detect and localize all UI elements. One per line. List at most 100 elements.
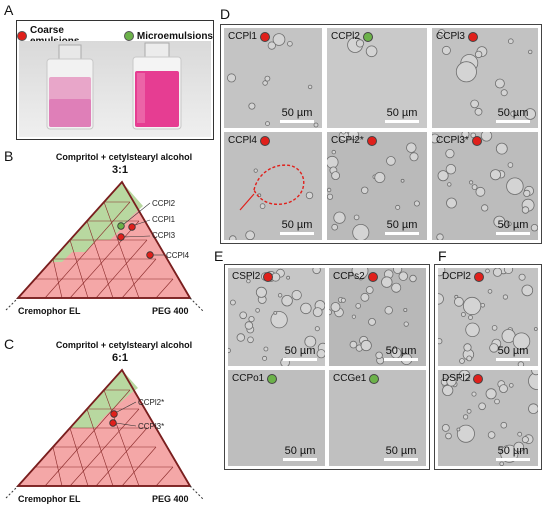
ternary-b: CCPl2 CCPl1 CCPl3 CCPl4 <box>5 180 205 313</box>
micrograph-label: DCPl2 <box>442 271 484 282</box>
sample-name: DCPl2 <box>442 271 471 282</box>
scale-bar-line <box>280 232 314 235</box>
scale-bar-line <box>283 358 317 361</box>
sample-name: CCPl4 <box>228 135 257 146</box>
micrograph-label: CCPl4 <box>228 135 270 146</box>
highlight-outline <box>253 164 305 206</box>
sample-name: CCPl2 <box>331 31 360 42</box>
ternary-b-left-corner: Cremophor EL <box>18 306 81 316</box>
micrograph-ccpl1: CCPl1 50 µm <box>224 28 322 128</box>
scale-bar-label: 50 µm <box>497 219 529 231</box>
sample-name: CCPl3* <box>436 135 469 146</box>
micrograph-ccpl3-star: CCPl3* 50 µm <box>432 132 538 240</box>
droplets <box>437 29 536 120</box>
scale-bar: 50 µm <box>384 445 418 461</box>
panel-label-d: D <box>220 6 231 22</box>
point-label-ccpl3: CCPl3 <box>152 231 176 240</box>
point-label-ccpl1: CCPl1 <box>152 215 176 224</box>
ternary-b-right-corner: PEG 400 <box>152 306 189 316</box>
scale-bar-label: 50 µm <box>385 445 417 457</box>
scale-bar-label: 50 µm <box>497 107 529 119</box>
sample-name: CCGe1 <box>333 373 367 384</box>
scale-bar-label: 50 µm <box>385 345 417 357</box>
ternary-c-ratio: 6:1 <box>112 352 128 364</box>
scale-bar-line <box>496 458 530 461</box>
status-dot-icon <box>473 373 484 384</box>
micrograph-ccpo1: CCPo1 50 µm <box>228 370 325 466</box>
scale-bar-line <box>280 120 314 123</box>
micrograph-ccge1: CCGe1 50 µm <box>329 370 426 466</box>
scale-bar-line <box>283 458 317 461</box>
micrograph-label: CCPs2 <box>333 271 378 282</box>
sample-name: DSPl2 <box>442 373 471 384</box>
panel-a-photo: Coarse emulsions Microemulsions <box>16 20 214 140</box>
micrograph-label: CCPo1 <box>232 373 278 384</box>
scale-bar: 50 µm <box>283 345 317 361</box>
ternary-c-title: Compritol + cetylstearyl alcohol <box>55 340 193 350</box>
point-label-ccpl2-star: CCPl2* <box>138 398 164 407</box>
micrograph-label: CCPl2 <box>331 31 373 42</box>
ternary-b-title: Compritol + cetylstearyl alcohol <box>55 152 193 162</box>
scale-bar-label: 50 µm <box>386 219 418 231</box>
micrograph-label: CSPl2 <box>232 271 274 282</box>
sample-name: CCPl1 <box>228 31 257 42</box>
micrograph-ccps2: CCPs2 50 µm <box>329 268 426 366</box>
scale-bar-line <box>385 120 419 123</box>
status-dot-icon <box>263 271 274 282</box>
ternary-c-left-corner: Cremophor EL <box>18 494 81 504</box>
droplets <box>229 164 314 240</box>
status-dot-icon <box>473 271 484 282</box>
scale-bar-label: 50 µm <box>284 445 316 457</box>
sample-name: CCPl3 <box>436 31 465 42</box>
scale-bar-label: 50 µm <box>284 345 316 357</box>
scale-bar-line <box>384 458 418 461</box>
scale-bar: 50 µm <box>280 219 314 235</box>
scale-bar-label: 50 µm <box>386 107 418 119</box>
status-dot-icon <box>471 135 482 146</box>
micrograph-ccpl2-star: CCPl2* 50 µm <box>327 132 427 240</box>
status-dot-icon <box>267 373 278 384</box>
micrograph-ccpl2: CCPl2 50 µm <box>327 28 427 128</box>
scale-bar-line <box>496 232 530 235</box>
scale-bar-label: 50 µm <box>281 219 313 231</box>
scale-bar: 50 µm <box>385 107 419 123</box>
scale-bar-label: 50 µm <box>497 445 529 457</box>
sample-name: CSPl2 <box>232 271 261 282</box>
point-ccpl3 <box>117 233 125 241</box>
scale-bar: 50 µm <box>384 345 418 361</box>
status-dot-icon <box>259 135 270 146</box>
panel-label-a: A <box>4 2 14 18</box>
droplets <box>329 268 417 365</box>
status-dot-icon <box>369 373 380 384</box>
status-dot-icon <box>367 271 378 282</box>
scale-bar: 50 µm <box>496 219 530 235</box>
scale-bar-line <box>496 358 530 361</box>
sample-name: CCPo1 <box>232 373 265 384</box>
droplets <box>327 132 420 240</box>
highlight-arrow <box>239 193 255 211</box>
scale-bar: 50 µm <box>385 219 419 235</box>
legend-micro-label: Microemulsions <box>136 30 213 42</box>
scale-bar: 50 µm <box>280 107 314 123</box>
ternary-c-right-corner: PEG 400 <box>152 494 189 504</box>
scale-bar: 50 µm <box>496 445 530 461</box>
micrograph-label: CCPl1 <box>228 31 270 42</box>
micrograph-label: CCPl3 <box>436 31 478 42</box>
scale-bar-line <box>385 232 419 235</box>
panel-label-c: C <box>4 336 15 352</box>
sample-name: CCPs2 <box>333 271 365 282</box>
droplets <box>440 370 538 466</box>
panel-label-b: B <box>4 148 14 164</box>
status-dot-icon <box>362 31 373 42</box>
legend-micro: Microemulsions <box>123 25 213 47</box>
point-ccpl4 <box>146 251 154 259</box>
point-label-ccpl3-star: CCPl3* <box>138 422 164 431</box>
status-dot-icon <box>467 31 478 42</box>
point-label-ccpl2: CCPl2 <box>152 199 176 208</box>
sample-name: CCPl2* <box>331 135 364 146</box>
droplets <box>432 132 538 240</box>
red-dot-icon <box>17 31 27 41</box>
vials-illustration <box>46 42 182 130</box>
droplets <box>347 37 378 58</box>
micrograph-dcpl2: DCPl2 50 µm <box>438 268 538 366</box>
